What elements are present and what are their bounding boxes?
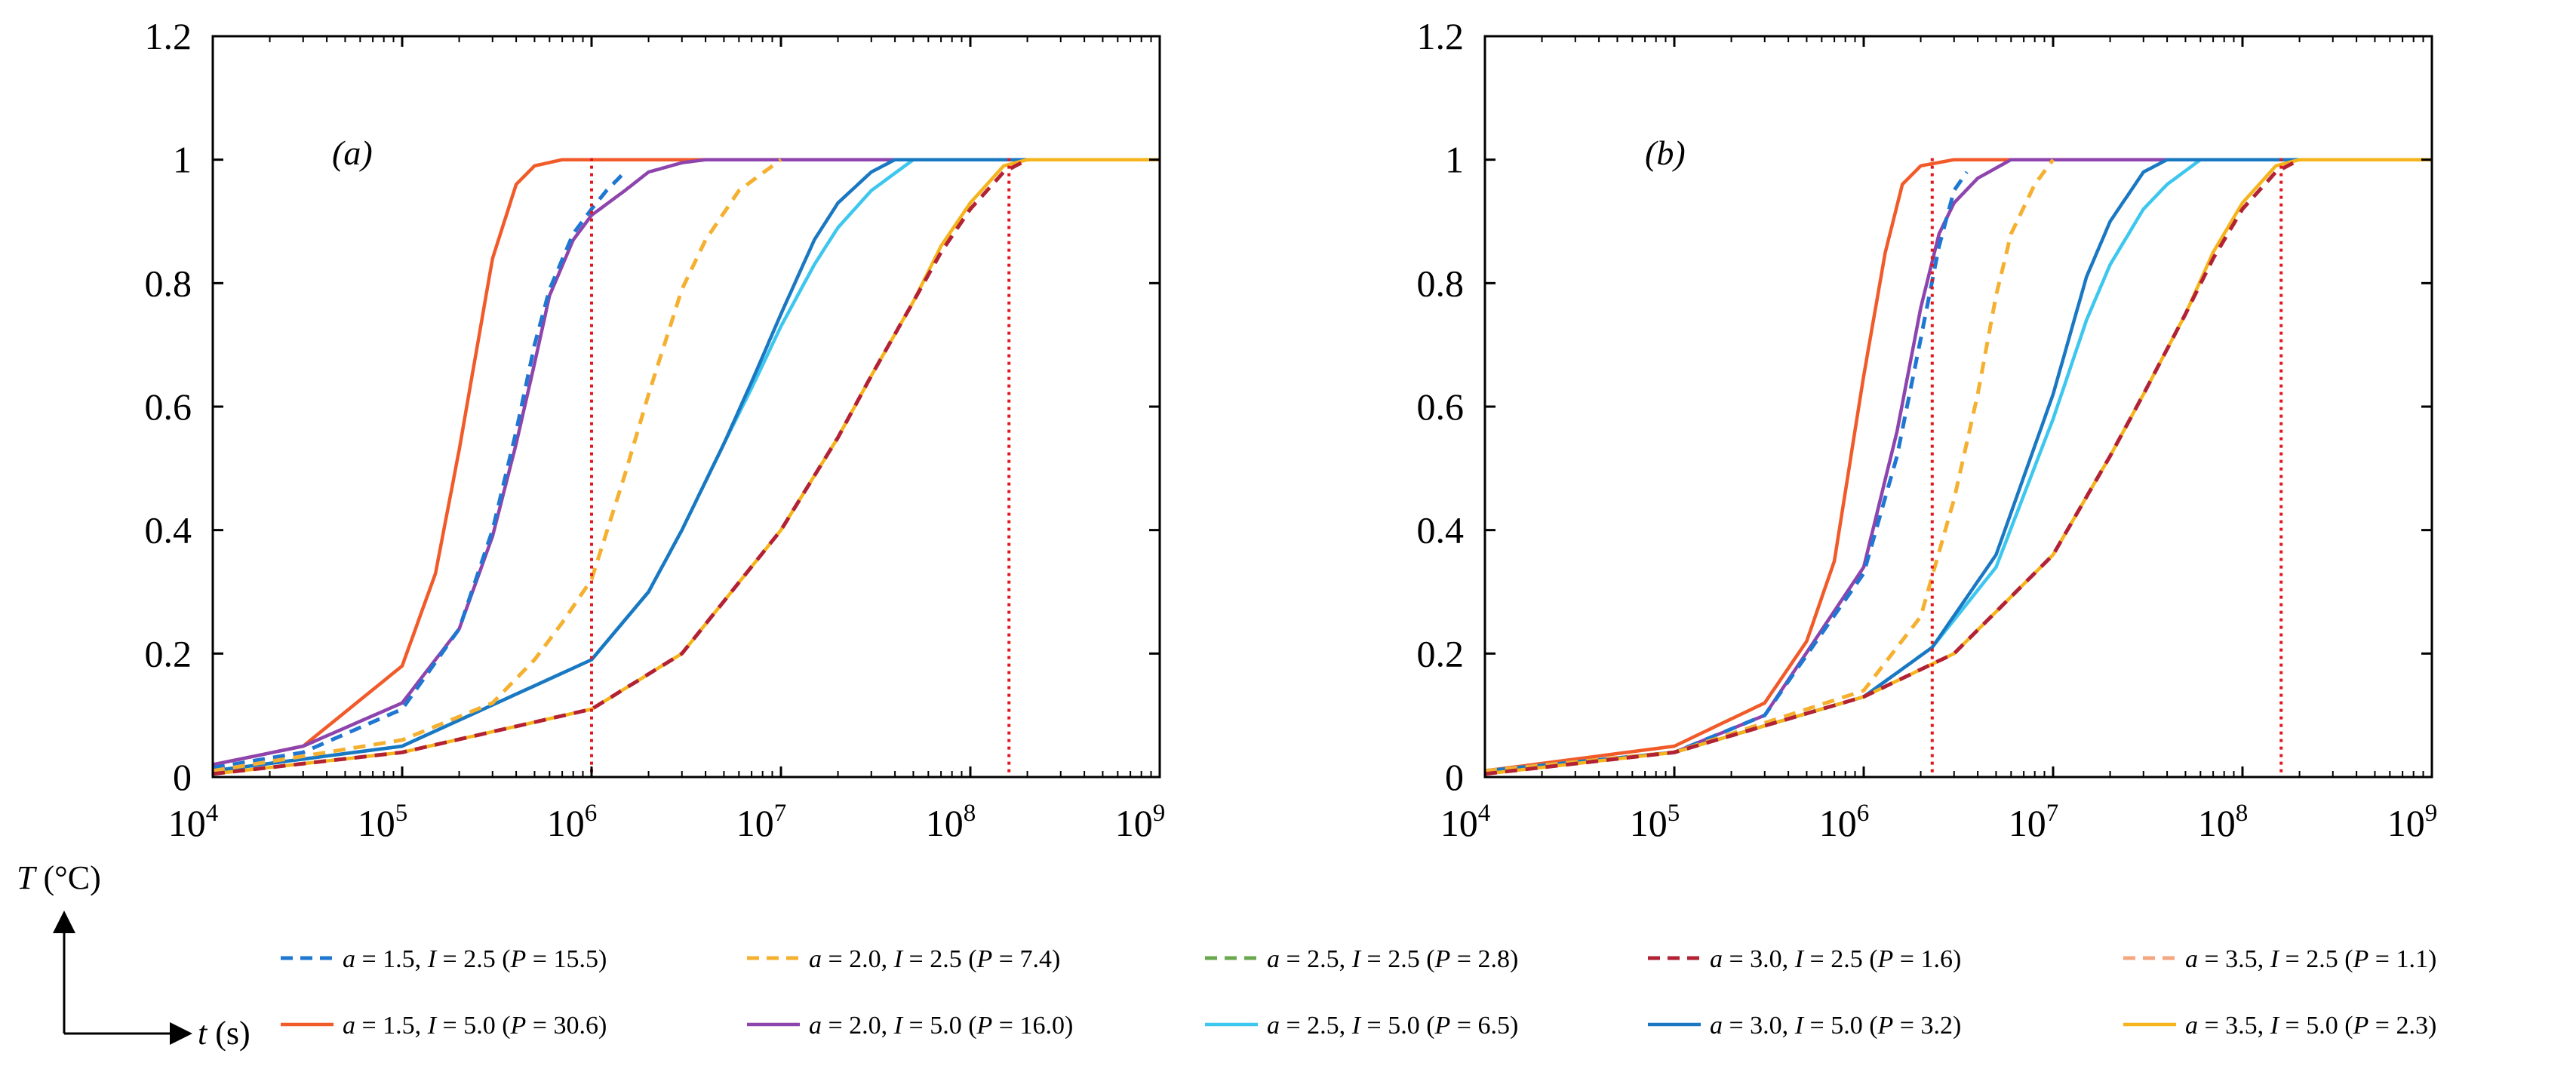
legend: a = 1.5, I = 2.5 (P = 15.5) a = 2.0, I = … (281, 945, 2436, 1040)
legend-entry-1: a = 2.0, I = 2.5 (P = 7.4) (809, 945, 1060, 973)
legend-entry-8: a = 3.0, I = 5.0 (P = 3.2) (1710, 1012, 1961, 1040)
xtick-label-b-2: 106 (1819, 800, 1870, 844)
x-axis-label: t (s) (198, 1015, 251, 1052)
legend-entry-0: a = 1.5, I = 2.5 (P = 15.5) (343, 945, 607, 973)
ytick-label-a-3: 0.6 (145, 385, 192, 428)
series-line-a-s3 (213, 158, 1160, 766)
x-axis-unit: (s) (207, 1015, 250, 1052)
axis-arrows: T (°C) t (s) (17, 859, 251, 1052)
series-line-a-s1 (213, 158, 1160, 766)
legend-entry-6: a = 2.0, I = 5.0 (P = 16.0) (809, 1012, 1073, 1040)
vlines-group-a (590, 158, 1011, 777)
y-axis-var: T (17, 859, 38, 896)
legend-entry-3: a = 3.0, I = 2.5 (P = 1.6) (1710, 945, 1961, 973)
series-line-b-s6 (1485, 158, 2432, 773)
series-line-b-s3 (1485, 158, 2432, 773)
series-group-a (213, 158, 1160, 776)
series-line-b-s5 (1485, 158, 2432, 773)
series-group-b (1485, 158, 2432, 776)
yticks-a: 0 0.2 0.4 0.6 0.8 1 1.2 (145, 15, 192, 798)
ytick-label-a-2: 0.4 (145, 509, 192, 551)
ytick-label-a-5: 1 (173, 139, 192, 181)
ytick-label-b-3: 0.6 (1417, 385, 1465, 428)
ytick-label-b-4: 0.8 (1417, 262, 1465, 304)
ytick-label-b-0: 0 (1445, 756, 1464, 798)
series-line-b-s2 (1485, 170, 1969, 773)
series-line-a-s7 (213, 158, 1028, 776)
legend-entry-5: a = 1.5, I = 5.0 (P = 30.6) (343, 1012, 607, 1040)
chart-panel-a: 0 0.2 0.4 0.6 0.8 1 1.2 104 105 106 107 108 109 (a) (145, 15, 1166, 844)
xtick-label-a-1: 105 (358, 800, 408, 844)
legend-entry-2: a = 2.5, I = 2.5 (P = 2.8) (1267, 945, 1518, 973)
xtick-label-b-1: 105 (1630, 800, 1680, 844)
xtick-label-b-4: 108 (2198, 800, 2249, 844)
series-line-a-s6 (213, 158, 1160, 773)
ytick-label-a-0: 0 (173, 756, 192, 798)
plot-frame-b (1483, 35, 2433, 779)
legend-entry-4: a = 3.5, I = 2.5 (P = 1.1) (2185, 945, 2436, 973)
xtick-label-a-5: 109 (1115, 800, 1166, 844)
xtick-label-b-3: 107 (2009, 800, 2059, 844)
xticks-a: 104 105 106 107 108 109 (168, 800, 1166, 844)
series-line-b-s1 (1485, 158, 2432, 773)
chart-panel-b: 0 0.2 0.4 0.6 0.8 1 1.2 104 105 106 107 108 109 (b) (1417, 15, 2438, 844)
ytick-label-b-1: 0.2 (1417, 632, 1465, 674)
ytick-label-a-4: 0.8 (145, 262, 192, 304)
xtick-label-b-5: 109 (2387, 800, 2438, 844)
y-axis-label: T (°C) (17, 859, 101, 896)
xtick-label-a-3: 107 (736, 800, 787, 844)
series-line-b-s7 (1485, 158, 2301, 776)
ytick-label-b-5: 1 (1445, 139, 1464, 181)
panel-label-b: (b) (1645, 134, 1686, 172)
xtick-label-a-4: 108 (926, 800, 976, 844)
ytick-label-a-1: 0.2 (145, 632, 192, 674)
ticks-group-b (1483, 35, 2433, 779)
series-line-b-s8 (1485, 158, 2432, 776)
legend-entry-9: a = 3.5, I = 5.0 (P = 2.3) (2185, 1012, 2436, 1040)
series-line-a-s2 (213, 170, 627, 770)
series-line-a-s5 (213, 158, 1160, 773)
ytick-label-b-6: 1.2 (1417, 15, 1465, 57)
xtick-label-a-0: 104 (168, 800, 219, 844)
series-line-b-s4 (1485, 158, 2055, 773)
panel-label-a: (a) (332, 134, 373, 172)
vlines-group-b (1930, 158, 2283, 777)
x-axis-var: t (198, 1015, 208, 1052)
series-line-a-s4 (213, 158, 782, 773)
y-axis-unit: (°C) (35, 859, 100, 896)
xticks-b: 104 105 106 107 108 109 (1440, 800, 2438, 844)
series-line-a-s8 (213, 158, 1160, 776)
ticks-group-a (211, 35, 1161, 779)
xtick-label-a-2: 106 (547, 800, 598, 844)
ytick-label-b-2: 0.4 (1417, 509, 1465, 551)
yticks-b: 0 0.2 0.4 0.6 0.8 1 1.2 (1417, 15, 1465, 798)
xtick-label-b-0: 104 (1440, 800, 1491, 844)
legend-entry-7: a = 2.5, I = 5.0 (P = 6.5) (1267, 1012, 1518, 1040)
ytick-label-a-6: 1.2 (145, 15, 192, 57)
